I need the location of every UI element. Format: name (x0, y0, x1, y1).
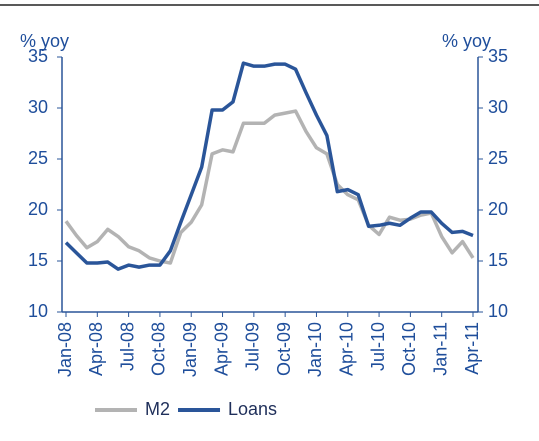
y-tick-label: 35 (28, 46, 48, 66)
y-tick-label: 20 (28, 199, 48, 219)
legend-label: M2 (145, 399, 170, 419)
x-tick-label: Jan-09 (180, 322, 200, 377)
x-tick-label: Jul-09 (243, 322, 263, 371)
series-line (64, 61, 474, 271)
y-tick-label: 10 (28, 301, 48, 321)
x-tick-label: Oct-09 (274, 322, 294, 376)
x-tick-label: Jan-10 (305, 322, 325, 377)
y2-axis-label: % yoy (442, 31, 491, 51)
x-tick-label: Jan-11 (430, 322, 450, 376)
x-tick-label: Jul-08 (117, 322, 137, 371)
x-tick-label: Apr-10 (337, 322, 357, 376)
y2-tick-label: 15 (488, 250, 508, 270)
x-tick-label: Apr-08 (86, 322, 106, 376)
y2-tick-label: 35 (488, 46, 508, 66)
y-tick-label: 15 (28, 250, 48, 270)
x-tick-label: Jan-08 (55, 322, 75, 377)
x-tick-label: Apr-11 (462, 322, 482, 375)
x-tick-label: Jul-10 (368, 322, 388, 371)
legend: M2 Loans (95, 399, 277, 419)
y2-tick-label: 10 (488, 301, 508, 321)
legend-label: Loans (228, 399, 277, 419)
y2-tick-label: 25 (488, 148, 508, 168)
y-tick-label: 25 (28, 148, 48, 168)
y2-tick-label: 20 (488, 199, 508, 219)
y2-tick-label: 30 (488, 97, 508, 117)
y-axis-label: % yoy (20, 31, 69, 51)
x-tick-label: Apr-09 (211, 322, 231, 376)
x-tick-label: Oct-08 (149, 322, 169, 376)
series-line (64, 109, 475, 265)
x-tick-label: Oct-10 (399, 322, 419, 376)
y-tick-label: 30 (28, 97, 48, 117)
